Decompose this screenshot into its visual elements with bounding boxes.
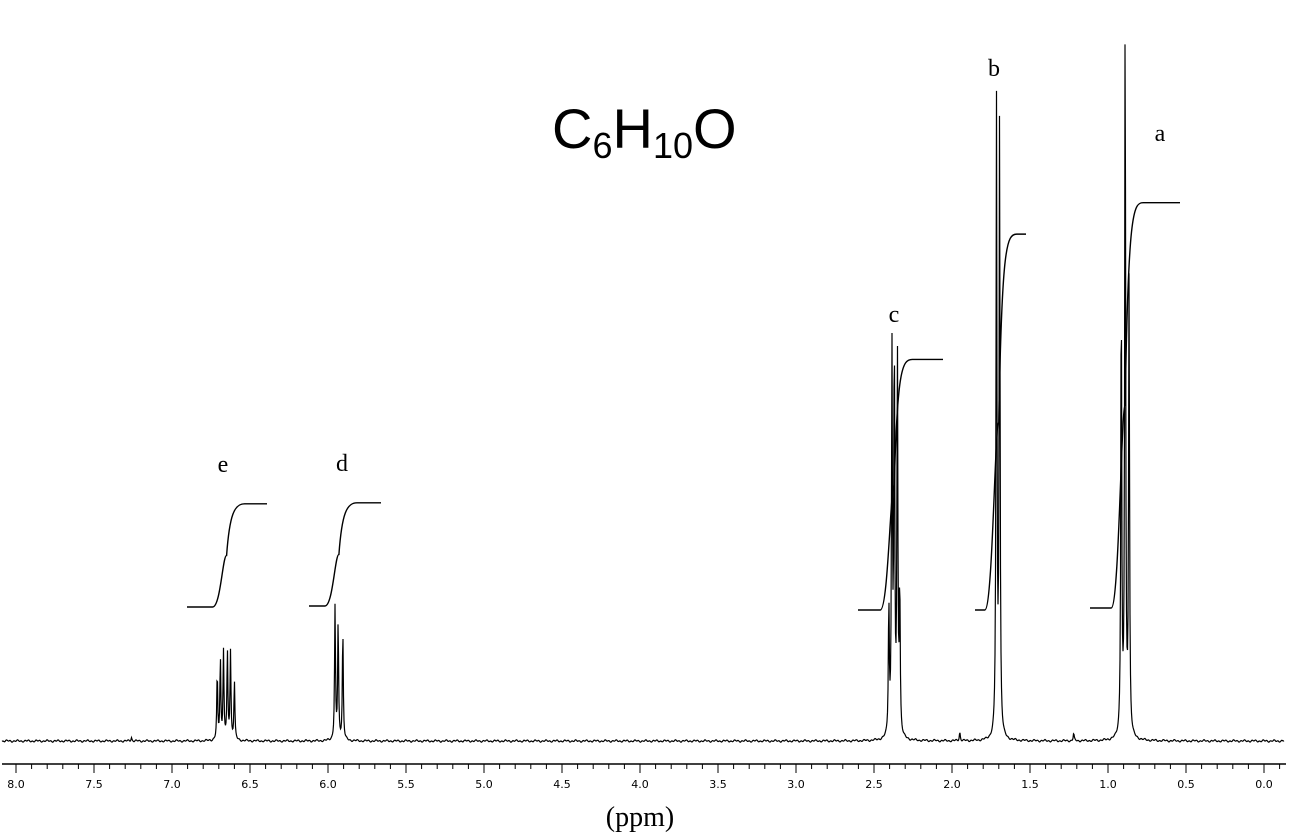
x-tick-label: 1.0 (1099, 778, 1117, 791)
x-tick-label: 5.5 (397, 778, 415, 791)
peak-label-b: b (988, 56, 1000, 82)
formula-oxygen: O (693, 97, 737, 160)
formula-carbon-count: 6 (592, 125, 612, 166)
x-tick-label: 5.0 (475, 778, 493, 791)
x-tick-label: 7.5 (85, 778, 103, 791)
peak-label-c: c (889, 302, 900, 328)
x-tick-label: 4.5 (553, 778, 571, 791)
integral-curve-e (187, 503, 267, 608)
x-tick-label: 0.5 (1177, 778, 1195, 791)
x-tick-label: 7.0 (163, 778, 181, 791)
peak-label-d: d (336, 451, 348, 477)
x-axis-tick-labels: 8.0 7.5 7.0 6.5 6.0 5.5 5.0 4.5 4.0 3.5 3.0 2.5 2.0 1… (7, 778, 1273, 791)
formula-hydrogen-count: 10 (653, 125, 693, 166)
x-tick-label: 2.0 (943, 778, 961, 791)
x-tick-label: 6.5 (241, 778, 259, 791)
formula-carbon: C (552, 97, 592, 160)
x-tick-label: 2.5 (865, 778, 883, 791)
integral-curve-c (858, 358, 943, 611)
x-axis-title: (ppm) (606, 802, 674, 833)
x-axis-ticks (15, 764, 1281, 773)
formula-hydrogen: H (612, 97, 652, 160)
integral-curve-a (1090, 201, 1180, 609)
x-tick-label: 0.0 (1255, 778, 1273, 791)
peak-label-a: a (1155, 121, 1166, 147)
peak-label-e: e (218, 452, 229, 478)
integral-curves (187, 201, 1180, 611)
x-tick-label: 6.0 (319, 778, 337, 791)
x-tick-label: 3.5 (709, 778, 727, 791)
integral-curve-b (975, 233, 1026, 611)
peak-labels: a b c d e (218, 56, 1166, 478)
x-tick-label: 4.0 (631, 778, 649, 791)
spectrum-trace (1, 44, 1285, 743)
x-tick-label: 1.5 (1021, 778, 1039, 791)
integral-curve-d (309, 502, 381, 607)
x-tick-label: 3.0 (787, 778, 805, 791)
molecular-formula: C6H10O (552, 97, 737, 166)
x-tick-label: 8.0 (7, 778, 25, 791)
